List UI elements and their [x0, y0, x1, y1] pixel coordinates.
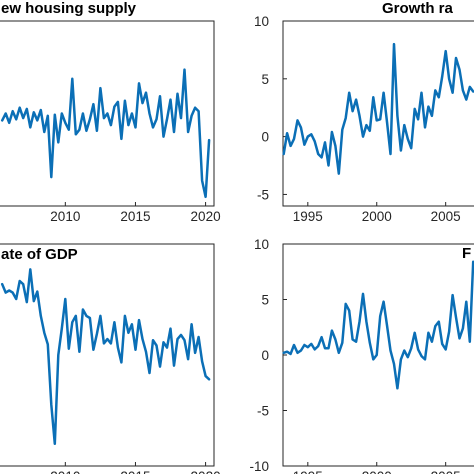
- x-tick-label: 2000: [362, 209, 392, 224]
- panel-housing-supply: ew housing supply 2010 2015 2020: [0, 0, 221, 224]
- y-tick-label: -10: [249, 459, 269, 474]
- x-tick-label: 2020: [191, 469, 221, 474]
- y-tick-label: 5: [261, 293, 269, 308]
- panel-growth-rate-top: Growth ra 1995 2000 2005 10 5 0 -5: [254, 0, 474, 224]
- x-tick-label: 1995: [293, 469, 323, 474]
- x-tick-label: 2020: [191, 209, 221, 224]
- panel-gdp-growth: ate of GDP 2010 2015 2020: [0, 243, 221, 474]
- y-tick-label: -5: [257, 187, 269, 202]
- series-line-bottom-right: [282, 260, 474, 390]
- axis-ticks-growth-rate: 1995 2000 2005 10 5 0 -5: [254, 14, 461, 224]
- x-tick-label: 2015: [120, 209, 150, 224]
- axis-ticks-housing-supply: 2010 2015 2020: [50, 202, 221, 224]
- axes-box-gdp-growth: [0, 243, 215, 467]
- y-tick-label: 10: [254, 237, 269, 252]
- series-line-housing-supply: [0, 68, 211, 199]
- x-tick-label: 2010: [50, 209, 80, 224]
- axes-box-housing-supply: [0, 20, 215, 207]
- panel-title-housing-supply: ew housing supply: [1, 0, 137, 17]
- series-line-gdp-growth: [0, 268, 211, 446]
- y-tick-label: 5: [261, 72, 269, 87]
- panel-title-growth-rate: Growth ra: [382, 0, 453, 17]
- y-tick-label: 0: [261, 348, 269, 363]
- y-tick-label: -5: [257, 404, 269, 419]
- axis-ticks-bottom-right: 1995 2000 2005 10 5 0 -5 -10: [249, 237, 460, 474]
- series-line-growth-rate: [282, 42, 474, 175]
- panel-bottom-right: F 1995 2000 2005 10 5 0 -5 -10: [249, 237, 474, 474]
- panel-title-gdp-growth: ate of GDP: [1, 246, 78, 263]
- y-tick-label: 10: [254, 14, 269, 29]
- panel-title-bottom-right: F: [462, 245, 471, 262]
- x-tick-label: 2005: [431, 469, 461, 474]
- axes-box-growth-rate: [282, 20, 474, 207]
- x-tick-label: 2005: [431, 209, 461, 224]
- axis-ticks-gdp-growth: 2010 2015 2020: [50, 462, 221, 474]
- x-tick-label: 2000: [362, 469, 392, 474]
- x-tick-label: 2015: [120, 469, 150, 474]
- x-tick-label: 1995: [293, 209, 323, 224]
- x-tick-label: 2010: [50, 469, 80, 474]
- y-tick-label: 0: [261, 130, 269, 145]
